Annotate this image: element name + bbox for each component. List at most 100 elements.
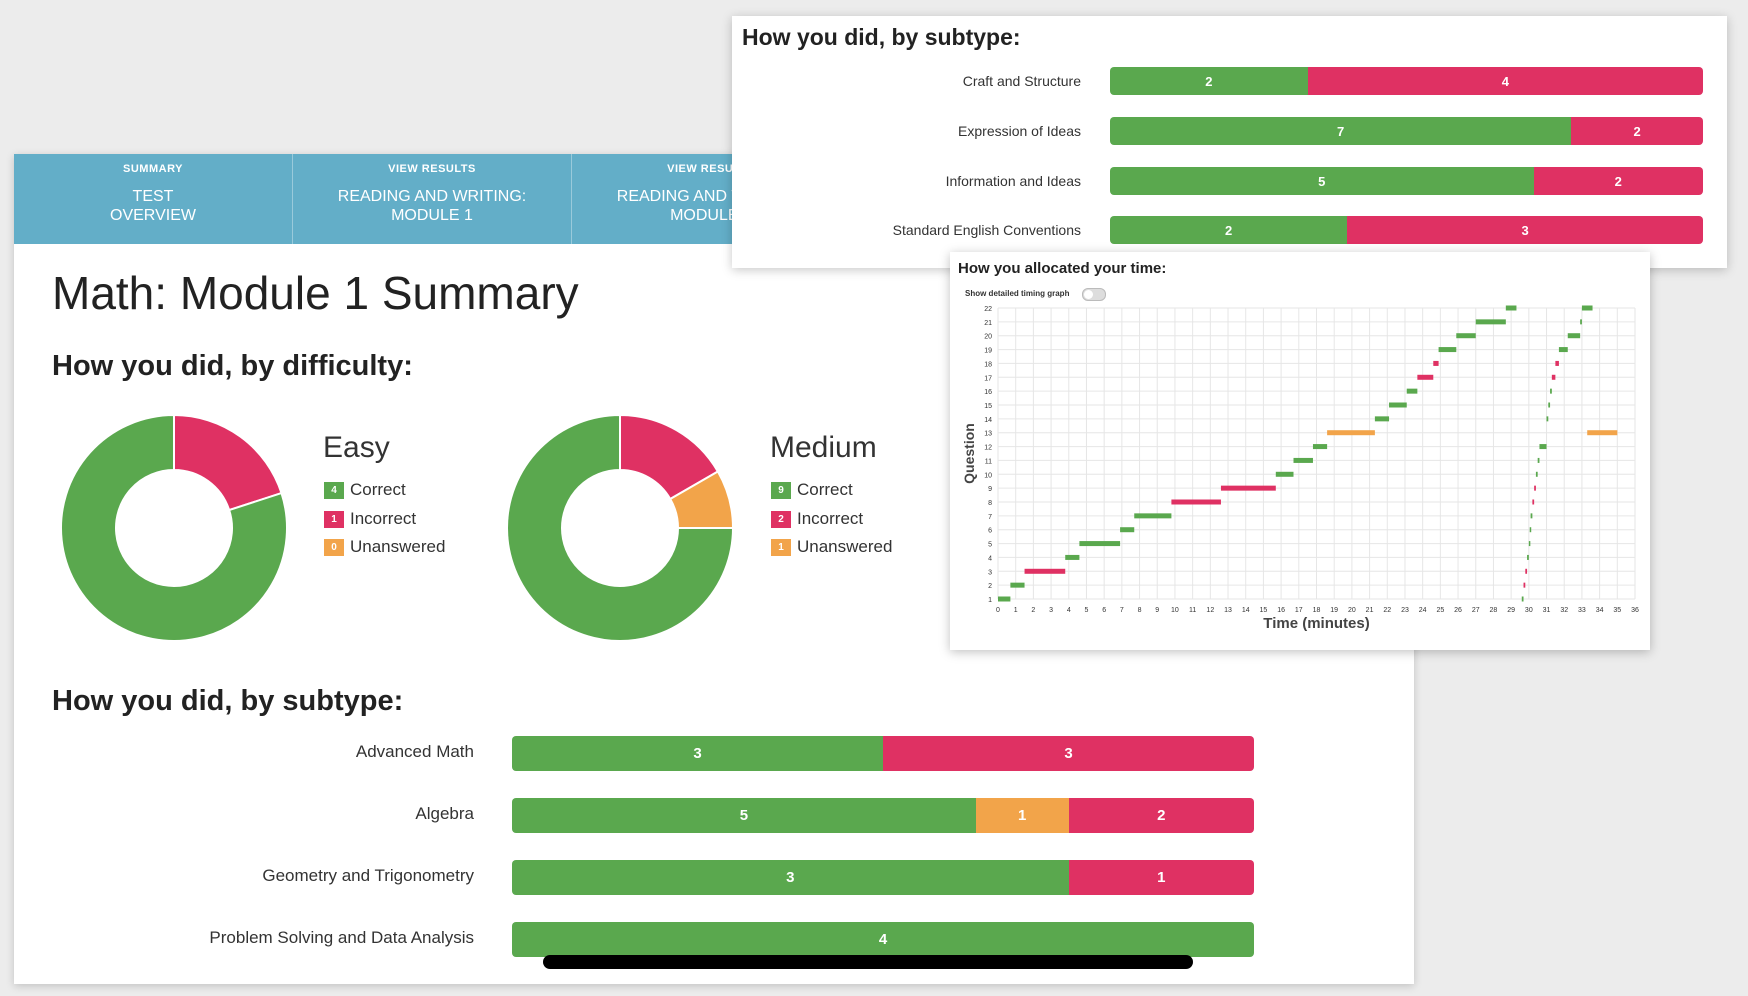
timing-segment[interactable] [1438, 347, 1457, 353]
timing-segment[interactable] [1581, 305, 1593, 311]
x-tick-label: 23 [1401, 607, 1409, 614]
bar-segment-correct[interactable]: 4 [512, 922, 1254, 957]
timing-segment[interactable] [1505, 305, 1517, 311]
timing-segment[interactable] [1521, 596, 1524, 602]
timing-segment[interactable] [1275, 471, 1294, 477]
tab-rw-module-1[interactable]: VIEW RESULTS READING AND WRITING: MODULE … [293, 154, 572, 244]
bar-segment-unanswered[interactable]: 1 [975, 798, 1069, 833]
x-tick-label: 7 [1120, 607, 1124, 614]
timing-segment[interactable] [1558, 347, 1568, 353]
bar-segment-correct[interactable]: 2 [1110, 216, 1348, 244]
timing-segment[interactable] [1433, 360, 1439, 366]
legend-label: Incorrect [797, 509, 864, 528]
x-tick-label: 18 [1313, 607, 1321, 614]
timing-segment[interactable] [1532, 499, 1535, 505]
x-tick-label: 36 [1631, 607, 1639, 614]
easy-legend-title: Easy [323, 431, 390, 464]
bar-segment-correct[interactable]: 5 [1110, 167, 1534, 195]
timing-segment[interactable] [1293, 457, 1313, 463]
x-tick-label: 19 [1330, 607, 1338, 614]
x-tick-label: 21 [1366, 607, 1374, 614]
timing-segment[interactable] [1220, 485, 1276, 491]
page-title: Math: Module 1 Summary [52, 267, 579, 319]
x-tick-label: 0 [996, 607, 1000, 614]
timing-segment[interactable] [1456, 333, 1476, 339]
easy-slice-incorrect[interactable] [173, 413, 283, 512]
y-tick-label: 16 [984, 389, 992, 396]
bar-segment-correct[interactable]: 3 [512, 860, 1069, 895]
y-tick-label: 22 [984, 306, 992, 313]
subtype-label: Algebra [415, 804, 474, 823]
timing-segment[interactable] [998, 596, 1011, 602]
bar-segment-incorrect[interactable]: 3 [883, 736, 1254, 771]
timing-segment[interactable] [1327, 430, 1375, 436]
bar-segment-correct[interactable]: 3 [512, 736, 883, 771]
y-axis-label: Question [961, 423, 977, 484]
timing-segment[interactable] [1024, 568, 1066, 574]
timing-segment[interactable] [1374, 416, 1390, 422]
timing-segment[interactable] [1406, 388, 1418, 394]
medium-donut-chart [506, 413, 735, 642]
bar-segment-incorrect[interactable]: 2 [1068, 798, 1254, 833]
bar-segment-correct[interactable]: 2 [1110, 67, 1308, 95]
timing-segment[interactable] [1312, 444, 1328, 450]
timing-segment[interactable] [1134, 513, 1172, 519]
timing-segment[interactable] [1079, 541, 1121, 547]
timing-segment[interactable] [1389, 402, 1407, 408]
timing-segment[interactable] [1546, 416, 1549, 422]
timing-segment[interactable] [1525, 568, 1528, 574]
medium-slice-correct[interactable] [506, 413, 735, 642]
y-tick-label: 2 [988, 583, 992, 590]
timing-segment[interactable] [1537, 457, 1540, 463]
timing-segment[interactable] [1580, 319, 1582, 325]
x-tick-label: 13 [1224, 607, 1232, 614]
easy-slice-correct[interactable] [60, 413, 288, 642]
timing-segment[interactable] [1417, 374, 1434, 380]
subtype-label: Advanced Math [355, 742, 474, 761]
timing-segment[interactable] [1555, 360, 1559, 366]
timing-segment[interactable] [1523, 582, 1526, 588]
detailed-timing-toggle[interactable] [1082, 288, 1106, 301]
tab-title: READING AND WRITING: MODULE 1 [337, 188, 527, 224]
timing-segment[interactable] [1171, 499, 1221, 505]
timing-segment[interactable] [1120, 527, 1135, 533]
timing-segment[interactable] [1550, 388, 1552, 394]
timing-segment[interactable] [1529, 527, 1532, 533]
timing-segment[interactable] [1551, 374, 1556, 380]
x-tick-label: 30 [1525, 607, 1533, 614]
timing-segment[interactable] [1534, 485, 1536, 491]
x-tick-label: 32 [1560, 607, 1568, 614]
easy-incorrect-count: 1 [324, 510, 344, 528]
bar-segment-correct[interactable]: 5 [512, 798, 976, 833]
timing-segment[interactable] [1530, 513, 1533, 519]
medium-unanswered-count: 1 [771, 538, 791, 556]
medium-legend-unanswered: 1 Unanswered [771, 537, 892, 557]
timing-segment[interactable] [1527, 554, 1529, 560]
tab-test-overview[interactable]: SUMMARY TEST OVERVIEW [14, 154, 293, 244]
bar-segment-correct[interactable]: 7 [1110, 117, 1572, 145]
bar-segment-incorrect[interactable]: 2 [1571, 117, 1703, 145]
bar-segment-incorrect[interactable]: 2 [1533, 167, 1703, 195]
timing-segment[interactable] [1535, 471, 1538, 477]
bar-segment-incorrect[interactable]: 3 [1347, 216, 1703, 244]
timing-segment[interactable] [1548, 402, 1551, 408]
timing-segment[interactable] [1528, 541, 1531, 547]
home-indicator[interactable] [543, 955, 1193, 969]
subtype-label: Standard English Conventions [892, 222, 1081, 238]
y-tick-label: 7 [988, 514, 992, 521]
timing-segment[interactable] [1567, 333, 1581, 339]
subtype-label: Expression of Ideas [958, 123, 1081, 139]
y-tick-label: 19 [984, 348, 992, 355]
timing-segment[interactable] [1010, 582, 1025, 588]
timing-segment[interactable] [1587, 430, 1618, 436]
bar-segment-incorrect[interactable]: 4 [1307, 67, 1703, 95]
timing-segment[interactable] [1065, 554, 1080, 560]
legend-label: Unanswered [797, 537, 893, 556]
bar-segment-incorrect[interactable]: 1 [1068, 860, 1254, 895]
y-tick-label: 11 [985, 458, 992, 465]
timing-segment[interactable] [1539, 444, 1547, 450]
x-tick-label: 3 [1049, 607, 1053, 614]
timing-segment[interactable] [1475, 319, 1506, 325]
medium-incorrect-count: 2 [771, 510, 791, 528]
